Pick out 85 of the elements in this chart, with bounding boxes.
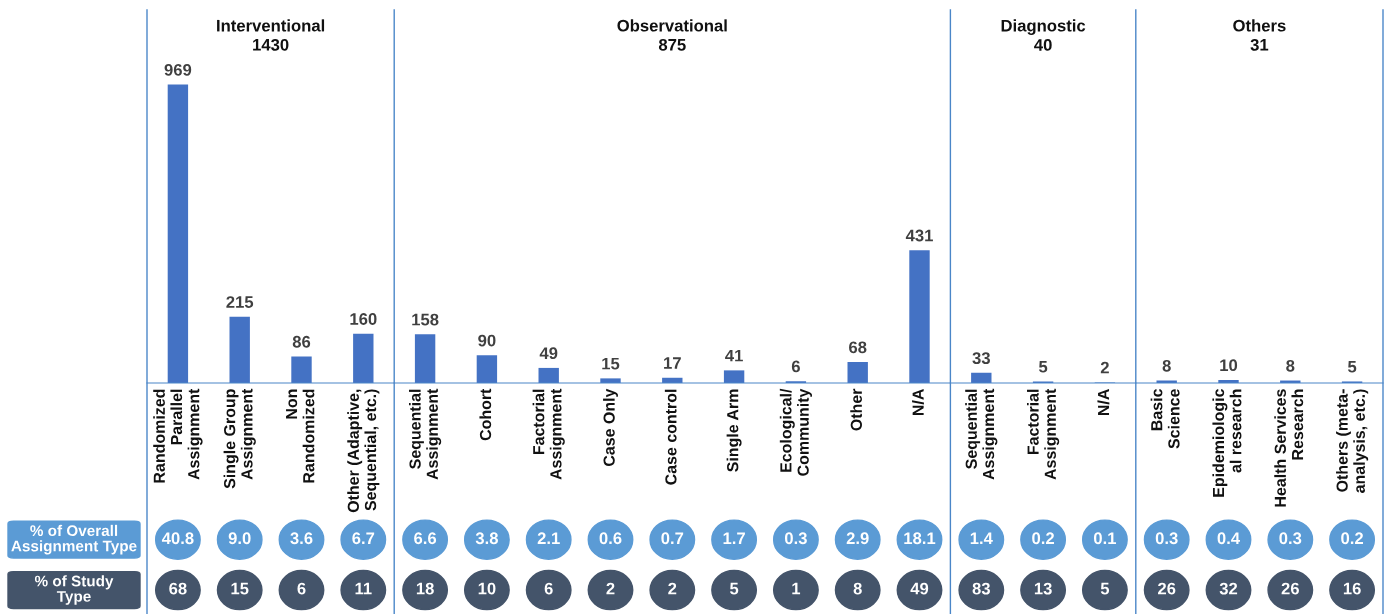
data-label: 6 (791, 360, 800, 373)
x-tick-label: Factorial Assignment (532, 388, 565, 480)
chart-title: Others 31 (1233, 19, 1286, 51)
text: 40.8 (161, 532, 194, 545)
text: 2.9 (846, 532, 869, 545)
text: 2 (668, 582, 677, 595)
text: 1.4 (970, 532, 993, 544)
data-label: 2 (1100, 361, 1109, 374)
text: 2.1 (537, 532, 560, 544)
text: % of Overall Assignment Type (11, 524, 137, 555)
text: 13 (1034, 582, 1052, 595)
text: 32 (1219, 582, 1238, 595)
x-tick-label: N/A (1097, 389, 1110, 416)
data-label: 15 (602, 357, 620, 370)
data-label: 49 (539, 347, 558, 360)
text: 0.1 (1093, 532, 1117, 545)
text: 1.7 (723, 532, 745, 544)
x-tick-label: Epidemiologic al research (1212, 389, 1242, 497)
text: 0.2 (1341, 532, 1364, 545)
x-tick-label: Randomized Parallel Assignment (153, 388, 203, 483)
x-tick-label: Other (850, 388, 862, 431)
text: 49 (910, 582, 929, 595)
text: % of Study Type (34, 575, 114, 605)
x-tick-label: Others (meta- analysis, etc.) (1336, 389, 1369, 493)
data-label: 8 (1286, 359, 1295, 372)
text: 16 (1343, 582, 1361, 595)
text: 18.1 (904, 532, 936, 545)
x-tick-label: Other (Adaptive, Sequential, etc.) (347, 389, 380, 513)
text: 18 (416, 582, 434, 595)
x-tick-label: Case Only (603, 388, 618, 467)
text: 9.0 (228, 532, 251, 545)
text: 0.2 (1032, 532, 1055, 545)
text: 8 (853, 582, 862, 595)
data-label: 969 (164, 63, 192, 76)
text: 0.4 (1217, 532, 1240, 545)
text: 0.3 (1155, 532, 1178, 545)
text: 26 (1281, 582, 1299, 595)
data-label: 5 (1347, 360, 1357, 373)
x-tick-label: Cohort (479, 388, 492, 441)
data-label: 160 (350, 313, 377, 325)
text: 6.7 (352, 532, 375, 545)
text: 6 (297, 582, 306, 595)
text: 1 (792, 582, 801, 595)
x-tick-label: Sequential Assignment (965, 388, 998, 480)
data-label: 158 (412, 313, 439, 326)
data-label: 68 (849, 341, 867, 354)
x-tick-label: N/A (912, 389, 924, 416)
data-label: 431 (905, 229, 933, 242)
x-tick-label: Case control (664, 389, 677, 485)
data-label: 10 (1220, 359, 1238, 372)
data-label: 8 (1162, 359, 1171, 372)
text: 10 (478, 582, 496, 595)
chart-title: Diagnostic 40 (1001, 19, 1086, 51)
text: 6.6 (414, 532, 437, 545)
text: 0.3 (784, 532, 807, 545)
data-label: 215 (226, 296, 254, 308)
text: 83 (972, 582, 990, 595)
x-tick-label: Non Randomized (286, 389, 315, 483)
data-label: 86 (292, 335, 311, 348)
text: 3.6 (290, 532, 313, 545)
x-tick-label: Ecological/ Community (779, 388, 812, 476)
x-tick-label: Single Group Assignment (223, 388, 256, 489)
text: 0.7 (661, 532, 684, 545)
text: 5 (1100, 582, 1110, 595)
text: 68 (169, 582, 187, 595)
text: 5 (729, 582, 739, 595)
x-tick-label: Factorial Assignment (1027, 388, 1060, 480)
data-label: 41 (725, 349, 743, 362)
data-label: 17 (664, 357, 681, 369)
text: 3.8 (475, 532, 498, 545)
data-label: 33 (972, 352, 990, 365)
text: 6 (544, 582, 553, 595)
text: 0.6 (599, 532, 622, 545)
x-tick-label: Sequential Assignment (409, 388, 442, 480)
x-tick-label: Basic Science (1150, 389, 1180, 449)
text: 11 (355, 582, 372, 595)
chart-title: Observational 875 (617, 19, 727, 51)
text: 2 (606, 582, 615, 595)
chart-title: Interventional 1430 (217, 19, 325, 51)
text: 26 (1158, 582, 1176, 595)
text: 0.3 (1279, 532, 1302, 545)
data-label: 90 (478, 334, 496, 347)
text: 15 (231, 582, 249, 595)
data-label: 5 (1038, 360, 1048, 373)
x-tick-label: Single Arm (726, 389, 742, 472)
